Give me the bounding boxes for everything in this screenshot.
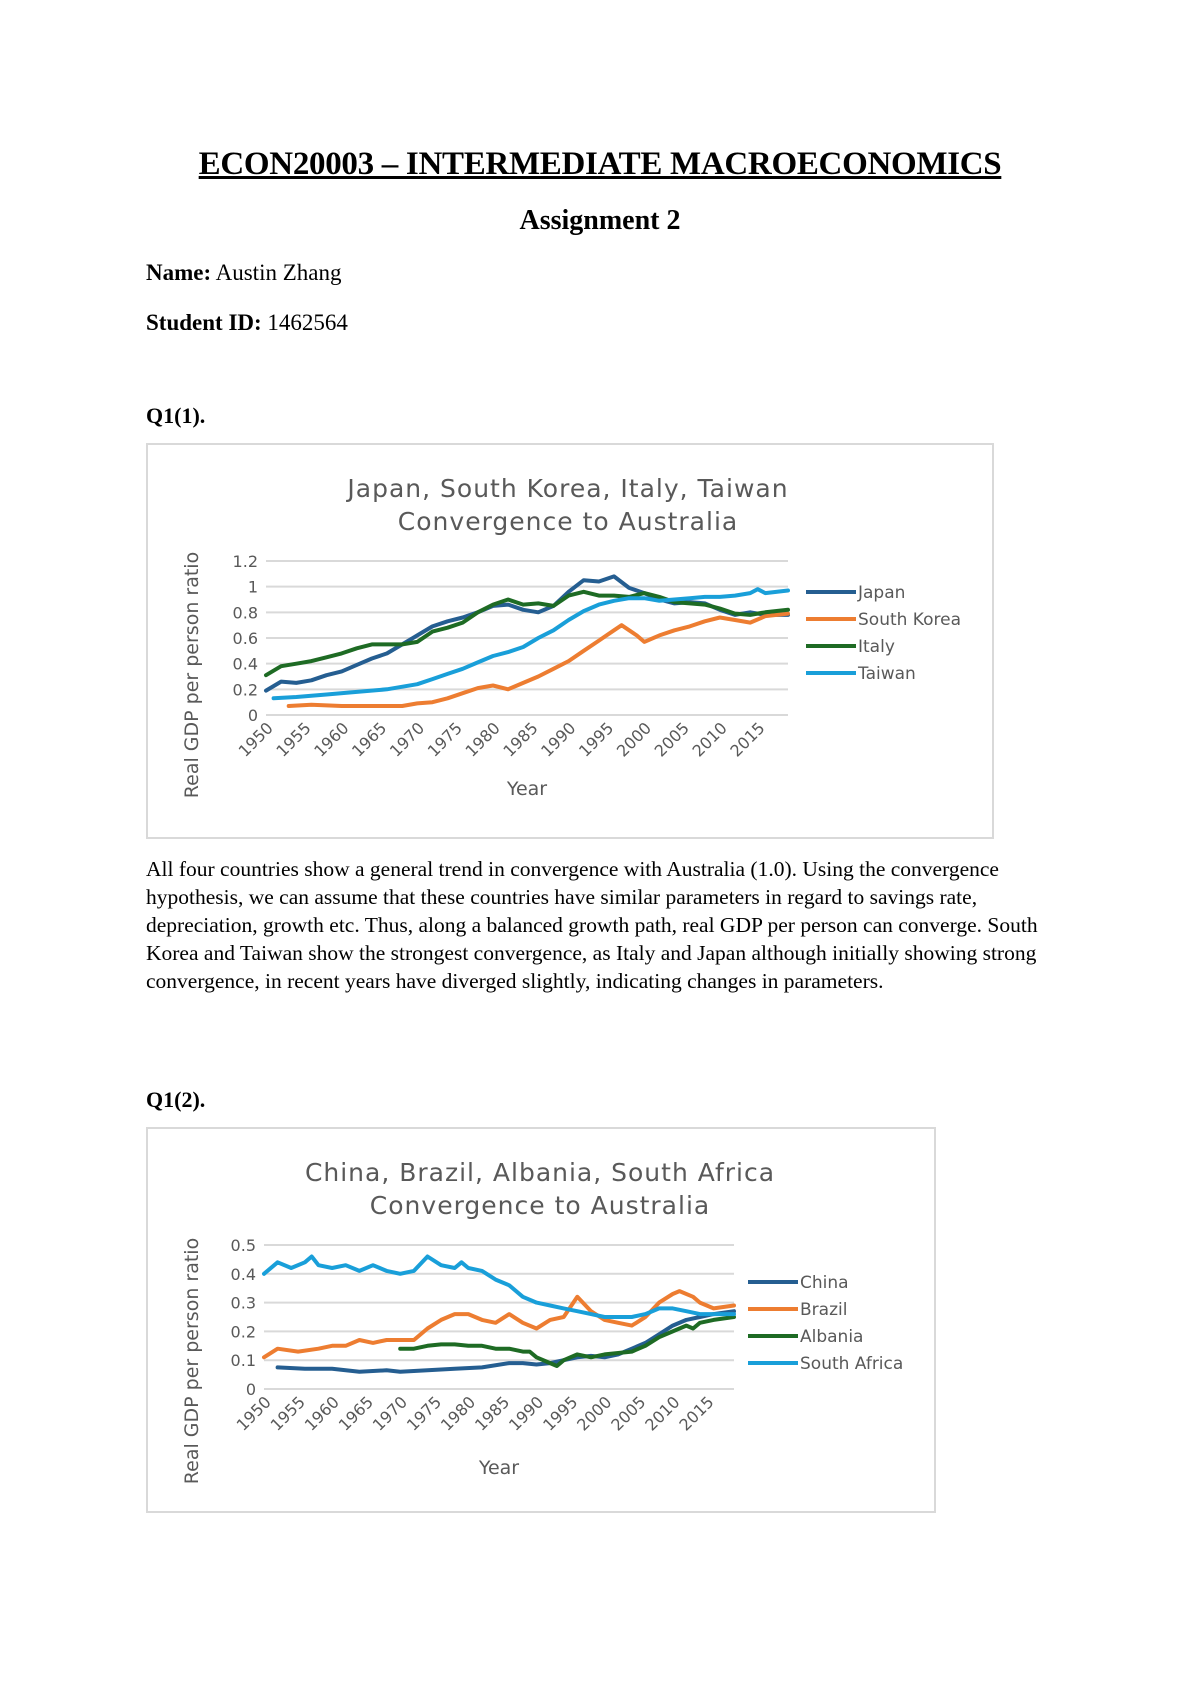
x-tick-label: 1955 (267, 1392, 309, 1434)
y-tick-label: 0.5 (231, 1236, 256, 1255)
y-tick-label: 1 (248, 578, 258, 597)
x-tick-label: 1955 (272, 718, 314, 760)
chart-1-frame: Japan, South Korea, Italy, Taiwan Converg… (146, 443, 994, 839)
student-id-field: Student ID: 1462564 (146, 310, 348, 336)
y-tick-label: 0.2 (233, 680, 258, 699)
chart-title-line: China, Brazil, Albania, South Africa (305, 1158, 775, 1187)
y-tick-label: 0.4 (231, 1265, 256, 1284)
y-axis-label: Real GDP per person ratio (181, 552, 203, 798)
y-tick-label: 0.6 (233, 629, 258, 648)
x-tick-label: 2010 (689, 718, 731, 760)
chart-title-line: Japan, South Korea, Italy, Taiwan (345, 474, 788, 503)
legend-label-japan: Japan (857, 583, 905, 603)
series-line-taiwan (271, 587, 790, 701)
document-title: ECON20003 – INTERMEDIATE MACROECONOMICS (198, 146, 1002, 182)
q1-label: Q1(1). (146, 403, 206, 428)
legend-label-italy: Italy (858, 637, 895, 657)
x-tick-label: 1960 (310, 718, 352, 760)
x-tick-label: 1950 (233, 1392, 275, 1434)
x-tick-label: 2015 (726, 718, 768, 760)
legend-label-brazil: Brazil (800, 1300, 847, 1320)
student-id-value: 1462564 (267, 310, 348, 335)
x-tick-label: 2005 (651, 718, 693, 760)
x-tick-label: 1995 (575, 718, 617, 760)
legend-label-taiwan: Taiwan (857, 664, 916, 684)
series-line-japan (264, 574, 790, 693)
y-tick-label: 0.4 (233, 655, 258, 674)
chart-2-frame: China, Brazil, Albania, South Africa Conv… (146, 1127, 936, 1513)
y-tick-label: 0.1 (231, 1351, 256, 1370)
chart-title-line: Convergence to Australia (398, 507, 738, 536)
x-tick-label: 1970 (369, 1392, 411, 1434)
legend-label-south-korea: South Korea (858, 610, 961, 630)
x-tick-label: 1960 (301, 1392, 343, 1434)
x-tick-label: 1970 (386, 718, 428, 760)
x-tick-label: 1995 (539, 1392, 581, 1434)
q2-label: Q1(2). (146, 1087, 206, 1112)
x-tick-label: 1985 (471, 1392, 513, 1434)
x-tick-label: 2010 (641, 1392, 683, 1434)
x-axis-label: Year (478, 1457, 519, 1479)
x-tick-label: 1990 (537, 718, 579, 760)
chart-title-line: Convergence to Australia (370, 1191, 710, 1220)
x-tick-label: 1980 (437, 1392, 479, 1434)
y-tick-label: 0.8 (233, 603, 258, 622)
legend-label-south-africa: South Africa (800, 1354, 903, 1374)
y-tick-label: 0 (246, 1380, 256, 1399)
x-tick-label: 1965 (335, 1392, 377, 1434)
x-tick-label: 1990 (505, 1392, 547, 1434)
x-tick-label: 2000 (573, 1392, 615, 1434)
x-tick-label: 1950 (235, 718, 277, 760)
q1-paragraph: All four countries show a general trend … (146, 857, 1038, 993)
series-line-albania (398, 1315, 736, 1368)
y-tick-label: 0.3 (231, 1294, 256, 1313)
legend-label-china: China (800, 1273, 849, 1293)
y-tick-label: 0 (248, 706, 258, 725)
series-line-south-africa (262, 1254, 736, 1319)
x-tick-label: 1975 (424, 718, 466, 760)
x-tick-label: 2015 (675, 1392, 717, 1434)
x-tick-label: 2000 (613, 718, 655, 760)
x-tick-label: 1975 (403, 1392, 445, 1434)
name-value: Austin Zhang (215, 260, 342, 285)
series-line-brazil (262, 1289, 736, 1360)
y-axis-label: Real GDP per person ratio (181, 1238, 203, 1484)
chart-1: Japan, South Korea, Italy, Taiwan Converg… (181, 474, 961, 800)
x-tick-label: 1965 (348, 718, 390, 760)
y-tick-label: 1.2 (233, 552, 258, 571)
document-subtitle: Assignment 2 (519, 205, 681, 236)
student-id-label: Student ID: (146, 310, 262, 335)
x-tick-label: 1980 (462, 718, 504, 760)
series-line-italy (264, 589, 790, 678)
name-field: Name: Austin Zhang (146, 260, 341, 286)
x-tick-label: 1985 (499, 718, 541, 760)
x-axis-label: Year (506, 778, 547, 800)
chart-2: China, Brazil, Albania, South Africa Conv… (181, 1158, 903, 1484)
y-tick-label: 0.2 (231, 1322, 256, 1341)
x-tick-label: 2005 (607, 1392, 649, 1434)
series-line-south-korea (286, 611, 790, 708)
name-label: Name: (146, 260, 212, 285)
legend-label-albania: Albania (800, 1327, 863, 1347)
series-line-china (275, 1309, 736, 1374)
